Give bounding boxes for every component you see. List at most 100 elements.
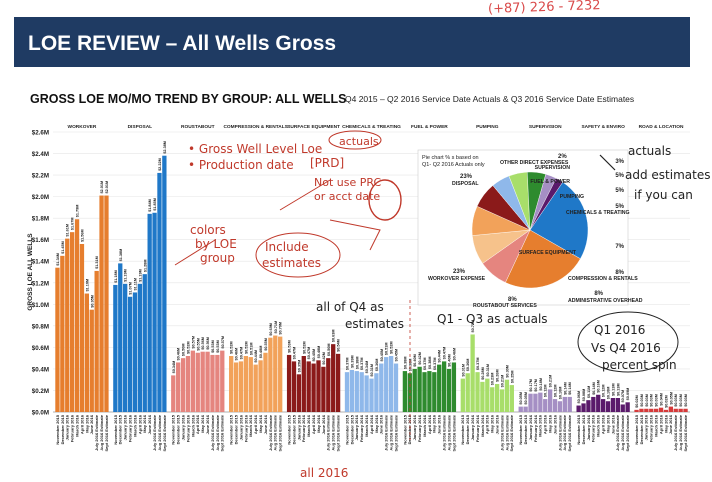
x-tick-label: November 2015 bbox=[55, 414, 60, 444]
group-header-label: COMPRESSION & RENTALS bbox=[223, 124, 288, 130]
data-label: $0.34M bbox=[365, 361, 369, 374]
data-label: $0.47M bbox=[443, 347, 447, 360]
x-tick-label: January 2016 bbox=[644, 414, 649, 440]
bar bbox=[369, 378, 374, 412]
group-header-label: ROAD & LOCATION bbox=[639, 124, 684, 130]
x-tick-label: April 2016 bbox=[427, 414, 432, 434]
pie-slice bbox=[505, 229, 581, 289]
bar bbox=[402, 371, 408, 412]
bar bbox=[388, 356, 394, 412]
data-label: $0.53M bbox=[211, 340, 215, 353]
x-tick-label: Sept 2016 Estimate bbox=[509, 414, 514, 451]
note-arrow bbox=[279, 179, 331, 211]
x-tick-label: January 2016 bbox=[528, 414, 533, 440]
x-tick-label: January 2016 bbox=[65, 414, 70, 440]
bar bbox=[393, 363, 399, 412]
data-label: $0.40M bbox=[448, 354, 452, 367]
x-tick-label: Sept 2016 Estimate bbox=[451, 414, 456, 451]
data-label: $0.51M bbox=[385, 342, 389, 355]
note-q1-q3: Q1 - Q3 as actuals bbox=[437, 312, 548, 326]
data-label: $0.14M bbox=[563, 382, 567, 395]
data-label: $1.61M bbox=[66, 224, 70, 237]
bar bbox=[576, 405, 581, 412]
data-label: $0.03M bbox=[679, 394, 683, 407]
pie-slice bbox=[529, 178, 564, 231]
x-tick-label: June 2016 bbox=[147, 414, 152, 434]
data-label: $2.38M bbox=[163, 141, 167, 154]
note-all-2016: all 2016 bbox=[300, 466, 349, 480]
data-label: $0.47M bbox=[239, 347, 243, 360]
page-title: LOE REVIEW – All Wells Gross bbox=[28, 32, 337, 55]
x-tick-label: December 2015 bbox=[581, 414, 586, 444]
x-tick-label: April 2016 bbox=[543, 414, 548, 434]
chart-subtitle-detail: Q4 2015 – Q2 2016 Service Date Actuals &… bbox=[345, 94, 635, 104]
data-label: $0.95M bbox=[90, 295, 94, 308]
bar bbox=[494, 384, 500, 412]
bar bbox=[649, 408, 654, 412]
data-label: $0.45M bbox=[380, 349, 384, 362]
data-label: $0.13M bbox=[616, 383, 620, 396]
x-tick-label: May 2016 bbox=[84, 414, 89, 433]
bar bbox=[190, 350, 196, 412]
data-label: $0.05M bbox=[519, 392, 523, 405]
bar bbox=[273, 335, 278, 412]
x-tick-label: June 2016 bbox=[321, 414, 326, 434]
bar bbox=[678, 408, 683, 412]
data-label: $0.02M bbox=[635, 395, 639, 408]
x-tick-label: November 2015 bbox=[113, 414, 118, 444]
x-tick-label: June 2016 bbox=[495, 414, 500, 434]
x-tick-label: July 2016 Estimate bbox=[673, 414, 678, 451]
bar bbox=[441, 361, 447, 412]
data-label: $0.05M bbox=[669, 392, 673, 405]
y-tick-label: $0.8M bbox=[32, 323, 49, 330]
pie-title: Q1- Q2 2016 Actuals only bbox=[422, 162, 485, 168]
x-tick-label: November 2015 bbox=[576, 414, 581, 444]
x-tick-label: May 2016 bbox=[490, 414, 495, 433]
x-tick-label: November 2015 bbox=[402, 414, 407, 444]
chart-subtitle: GROSS LOE MO/MO TREND BY GROUP: ALL WELL… bbox=[30, 92, 347, 106]
data-label: $0.12M bbox=[602, 384, 606, 397]
data-label: $0.36M bbox=[466, 359, 470, 372]
data-label: $0.30M bbox=[505, 365, 509, 378]
bar bbox=[176, 362, 181, 412]
bar bbox=[243, 356, 249, 412]
note-q1vs-3: percent spin bbox=[602, 358, 677, 372]
bar bbox=[600, 399, 606, 412]
x-tick-label: Sept 2016 Estimate bbox=[104, 414, 109, 451]
data-label: $0.11M bbox=[587, 386, 591, 398]
y-tick-label: $0.0M bbox=[32, 410, 49, 417]
x-tick-label: April 2016 bbox=[369, 414, 374, 434]
x-tick-label: February 2016 bbox=[533, 414, 538, 442]
bar bbox=[210, 354, 215, 412]
pie-label: SURFACE EQUIPMENT bbox=[519, 250, 577, 256]
x-tick-label: Aug 2016 Estimate bbox=[446, 414, 451, 450]
data-label: $0.53M bbox=[288, 340, 292, 353]
x-tick-label: Aug 2016 Estimate bbox=[504, 414, 509, 450]
data-label: $0.54M bbox=[337, 339, 341, 352]
x-tick-label: March 2016 bbox=[538, 414, 543, 437]
note-gross-well: • Gross Well Level Loe bbox=[188, 142, 323, 156]
data-label: $0.17M bbox=[529, 379, 533, 392]
x-tick-label: May 2016 bbox=[605, 414, 610, 433]
x-tick-label: July 2016 Estimate bbox=[152, 414, 157, 451]
data-label: $2.01M bbox=[105, 181, 109, 194]
x-tick-label: May 2016 bbox=[432, 414, 437, 433]
note-prd: [PRD] bbox=[310, 156, 345, 170]
data-label: $0.56M bbox=[206, 337, 210, 350]
pie-label: 5% bbox=[615, 173, 624, 179]
x-tick-label: February 2016 bbox=[185, 414, 190, 442]
bar bbox=[610, 398, 616, 412]
pie-label: FUEL & POWER bbox=[530, 179, 570, 185]
x-tick-label: December 2015 bbox=[233, 414, 238, 444]
data-label: $0.16M bbox=[597, 380, 601, 393]
data-label: $0.44M bbox=[254, 350, 258, 363]
bar bbox=[591, 396, 596, 412]
x-tick-label: June 2016 bbox=[205, 414, 210, 434]
note-right-actuals: actuals bbox=[628, 144, 672, 158]
x-tick-label: February 2016 bbox=[243, 414, 248, 442]
x-tick-label: June 2016 bbox=[668, 414, 673, 434]
pie-label: WORKOVER EXPENSE bbox=[428, 276, 486, 282]
bar bbox=[673, 408, 678, 412]
x-tick-label: April 2016 bbox=[485, 414, 490, 434]
data-label: $0.09M bbox=[626, 388, 630, 401]
